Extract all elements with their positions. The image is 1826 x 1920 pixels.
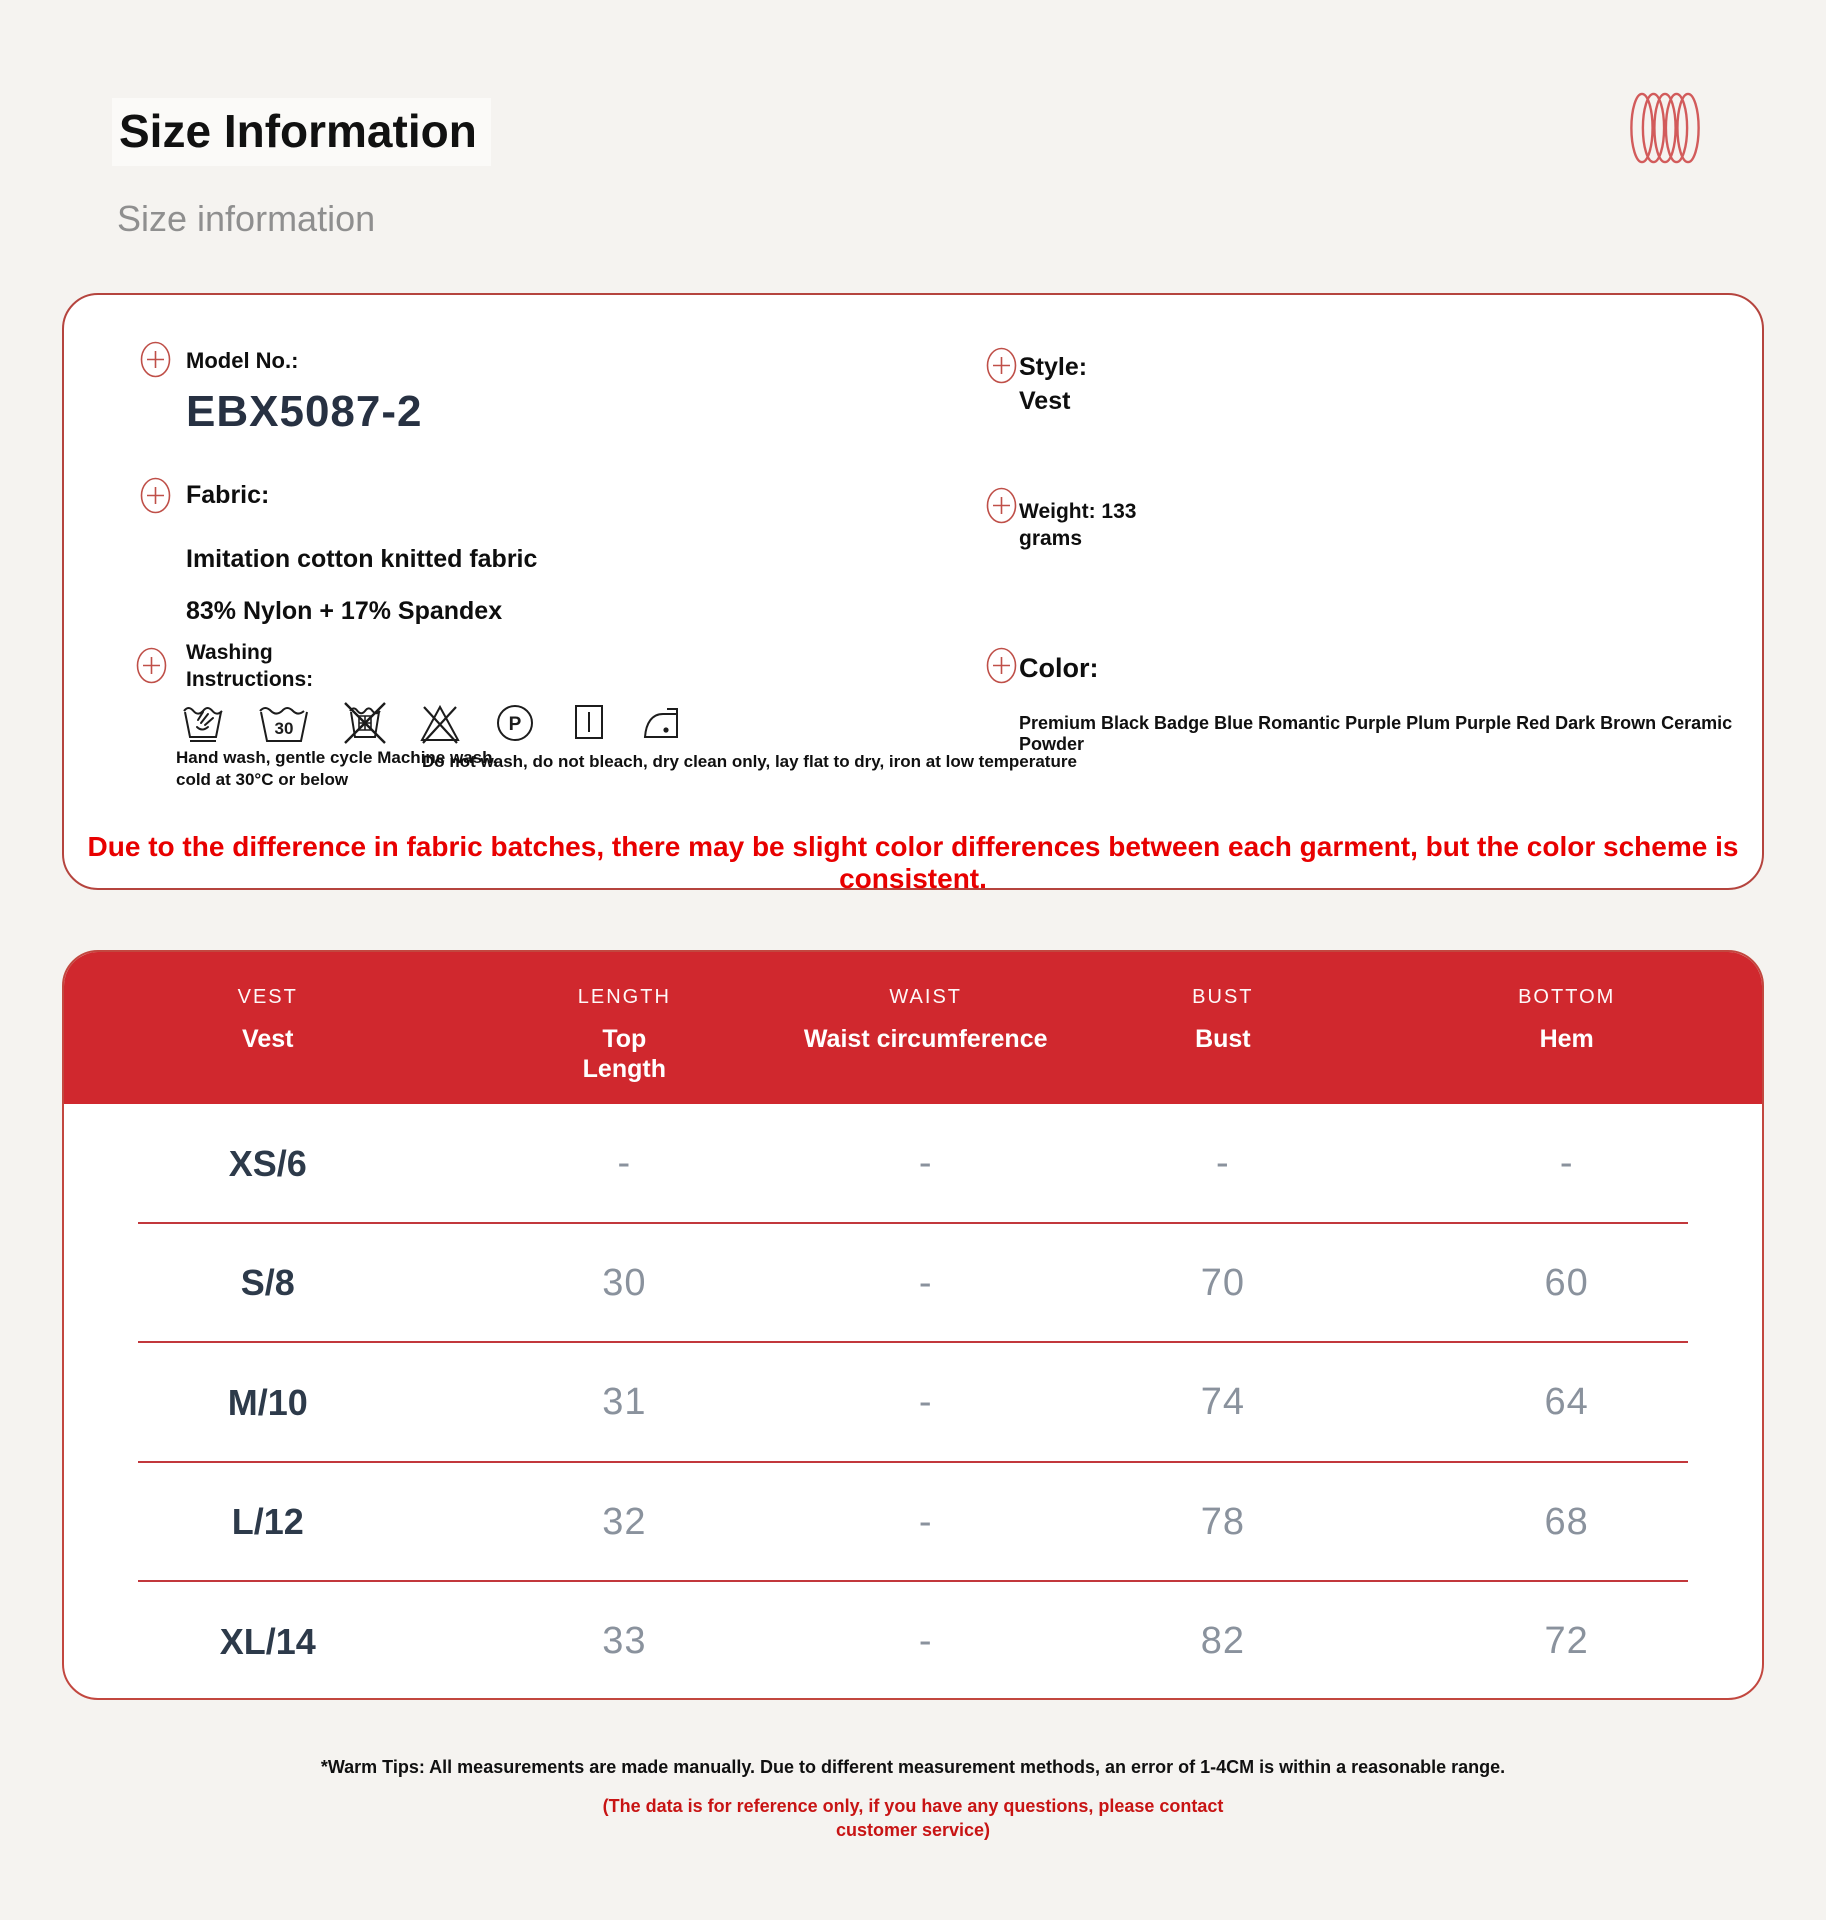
color-options: Premium Black Badge Blue Romantic Purple… <box>1019 713 1733 754</box>
reference-note-text: (The data is for reference only, if you … <box>602 1796 1224 1841</box>
fabric-composition: 83% Nylon + 17% Spandex <box>186 597 503 625</box>
plus-icon <box>136 647 167 684</box>
size-label: S/8 <box>240 1262 295 1304</box>
warm-tips-text: *Warm Tips: All measurements are made ma… <box>320 1757 1506 1777</box>
plus-icon <box>986 347 1017 384</box>
dry-clean-icon: P <box>497 705 533 741</box>
washing-caption-right: Do not wash, do not bleach, dry clean on… <box>422 752 1077 771</box>
svg-text:P: P <box>509 714 522 735</box>
model-label: Model No.: <box>186 348 299 373</box>
size-label: XL/14 <box>219 1620 316 1662</box>
column-header-length: LENGTH Top Length <box>577 986 671 1083</box>
size-label: XS/6 <box>228 1142 307 1184</box>
plus-icon <box>140 341 171 378</box>
row-divider <box>138 1580 1688 1582</box>
do-not-bleach-icon <box>420 704 460 744</box>
drip-dry-icon <box>575 705 603 739</box>
size-label: M/10 <box>227 1381 308 1423</box>
plus-icon <box>140 477 171 514</box>
fabric-description: Imitation cotton knitted fabric <box>186 545 538 573</box>
washing-label: Washing Instructions: <box>186 641 314 691</box>
page-title: Size Information <box>112 98 491 166</box>
washing-icons-row: 30 P <box>180 699 686 745</box>
color-label: Color: <box>1019 653 1099 683</box>
iron-low-temperature-icon <box>643 708 678 738</box>
style-value: Vest <box>1019 387 1071 415</box>
column-header-waist: WAIST Waist circumference <box>803 986 1048 1053</box>
size-label: L/12 <box>231 1501 304 1543</box>
svg-text:30: 30 <box>275 719 294 738</box>
table-row: L/12 32 - 78 68 <box>64 1463 1762 1582</box>
do-not-wash-icon <box>344 702 386 744</box>
size-table-header: VEST Vest LENGTH Top Length WAIST Waist … <box>64 952 1762 1104</box>
column-header-bottom: BOTTOM Hem <box>1518 986 1616 1053</box>
table-row: XL/14 33 - 82 72 <box>64 1582 1762 1698</box>
hand-wash-icon <box>183 707 223 742</box>
plus-icon <box>986 487 1017 524</box>
weight-value: Weight: 133 grams <box>1019 500 1137 550</box>
row-divider <box>138 1460 1688 1463</box>
plus-icon <box>986 647 1017 684</box>
machine-wash-30-icon: 30 <box>259 707 308 742</box>
table-row: S/8 30 - 70 60 <box>64 1224 1762 1343</box>
model-number: EBX5087-2 <box>186 387 423 436</box>
column-header-vest: VEST Vest <box>237 986 298 1053</box>
fabric-batch-notice: Due to the difference in fabric batches,… <box>87 831 1739 894</box>
washing-caption-left: Hand wash, gentle cycle Machine wash, co… <box>176 748 498 790</box>
row-divider <box>138 1341 1688 1343</box>
size-table: VEST Vest LENGTH Top Length WAIST Waist … <box>62 950 1764 1700</box>
column-header-bust: BUST Bust <box>1192 986 1254 1053</box>
page-subtitle: Size information <box>117 198 376 239</box>
table-row: XS/6 - - - - <box>64 1104 1762 1224</box>
style-label: Style: <box>1019 353 1088 381</box>
row-divider <box>138 1221 1688 1224</box>
table-row: M/10 31 - 74 64 <box>64 1343 1762 1463</box>
fabric-label: Fabric: <box>186 481 270 509</box>
product-info-card: Model No.: EBX5087-2 Fabric: Imitation c… <box>62 293 1764 894</box>
coil-logo-icon <box>1630 92 1700 164</box>
footer: *Warm Tips: All measurements are made ma… <box>0 1757 1826 1843</box>
